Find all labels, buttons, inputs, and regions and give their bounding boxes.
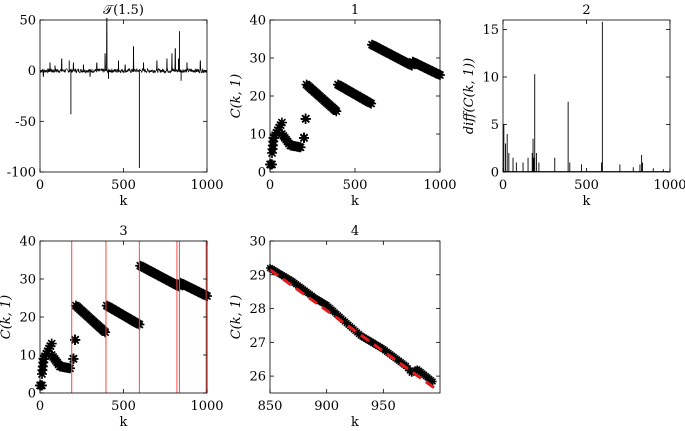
data-point: [46, 338, 57, 349]
y-tick-label: 20: [19, 311, 36, 326]
data-point: [45, 341, 56, 352]
data-point: [428, 377, 437, 386]
fit-line: [269, 268, 436, 390]
x-axis-label: k: [583, 194, 591, 209]
data-point: [42, 346, 53, 357]
data-point: [37, 380, 47, 391]
chart-panel-t: 0 500 1000 -100 -50 0 50 𝒯(1.5) k: [7, 3, 224, 209]
y-tick-label: 0: [28, 387, 36, 402]
x-axis-label: k: [351, 415, 359, 430]
axes-box: [39, 19, 208, 173]
data-point: [38, 353, 49, 364]
data-point: [65, 363, 76, 374]
y-axis-label: C(k, 1): [229, 74, 244, 119]
x-tick-label: 500: [343, 178, 368, 193]
x-tick-label: 850: [258, 399, 283, 414]
data-point: [300, 113, 311, 124]
y-axis-label: diff(C(k, 1)): [462, 58, 477, 134]
y-tick-label: 28: [249, 302, 266, 317]
data-point: [100, 327, 111, 338]
y-tick-label: 29: [249, 268, 266, 283]
data-point: [272, 125, 283, 136]
x-tick-label: 900: [314, 399, 339, 414]
data-point: [267, 159, 277, 170]
y-tick-label: 0: [491, 166, 499, 181]
y-tick-label: 40: [19, 235, 36, 250]
y-tick-label: -50: [15, 115, 36, 130]
chart-title: 𝒯(1.5): [103, 3, 144, 18]
x-tick-label: 500: [574, 178, 599, 193]
data-point: [44, 343, 54, 354]
data-point: [331, 106, 342, 117]
y-tick-label: 50: [19, 14, 36, 29]
data-point: [68, 353, 79, 364]
x-axis-label: k: [351, 194, 359, 209]
x-tick-label: 1000: [653, 178, 685, 193]
y-tick-label: 10: [19, 349, 36, 364]
data-point: [276, 117, 287, 128]
data-point: [40, 351, 50, 362]
y-tick-label: 20: [249, 90, 266, 105]
y-tick-label: 0: [258, 166, 266, 181]
x-tick-label: 0: [36, 178, 44, 193]
x-tick-label: 0: [36, 399, 44, 414]
y-tick-label: 5: [491, 118, 499, 133]
chart-panel-1: 0 500 1000 0 10 20 30 40 1 k C(k, 1): [229, 3, 457, 209]
chart-title: 2: [582, 3, 590, 18]
y-tick-label: 0: [28, 64, 36, 79]
x-axis-label: k: [120, 415, 128, 430]
x-tick-label: 500: [111, 399, 136, 414]
data-point: [41, 348, 52, 359]
series-line: [39, 17, 208, 79]
chart-title: 4: [351, 224, 359, 239]
data-point: [295, 142, 306, 153]
chart-title: 1: [351, 3, 359, 18]
chart-panel-4: 850 900 950 26 27 28 29 30 4 k C(k, 1): [229, 224, 441, 430]
x-axis-label: k: [120, 194, 128, 209]
chart-title: 3: [119, 224, 127, 239]
y-tick-label: 30: [249, 52, 266, 67]
x-tick-label: 1000: [190, 399, 223, 414]
x-tick-label: 0: [499, 178, 507, 193]
axes-box: [502, 19, 671, 173]
data-point: [299, 132, 309, 143]
y-tick-label: -100: [7, 166, 36, 181]
y-axis-label: C(k, 1): [0, 295, 14, 340]
data-point: [271, 127, 282, 138]
y-tick-label: 27: [249, 336, 266, 351]
y-tick-label: 15: [482, 23, 499, 38]
chart-panel-3: 0 500 1000 0 10 20 30 40 3 k C(k, 1): [0, 224, 224, 430]
x-tick-label: 950: [371, 399, 396, 414]
x-tick-label: 500: [111, 178, 136, 193]
data-point: [366, 98, 377, 109]
x-tick-label: 1000: [423, 178, 456, 193]
y-tick-label: 30: [249, 235, 266, 250]
y-axis-label: C(k, 1): [229, 295, 244, 340]
y-tick-label: 40: [249, 14, 266, 29]
data-point: [70, 334, 81, 345]
x-tick-label: 0: [266, 178, 274, 193]
y-tick-label: 10: [249, 128, 266, 143]
y-tick-label: 10: [482, 71, 499, 86]
y-tick-label: 30: [19, 273, 36, 288]
data-point: [270, 130, 281, 141]
x-tick-label: 1000: [190, 178, 223, 193]
axes-box: [269, 240, 441, 394]
y-tick-label: 26: [249, 370, 266, 385]
chart-panel-2: 0 500 1000 0 5 10 15 2 k diff(C(k, 1)): [462, 3, 685, 209]
